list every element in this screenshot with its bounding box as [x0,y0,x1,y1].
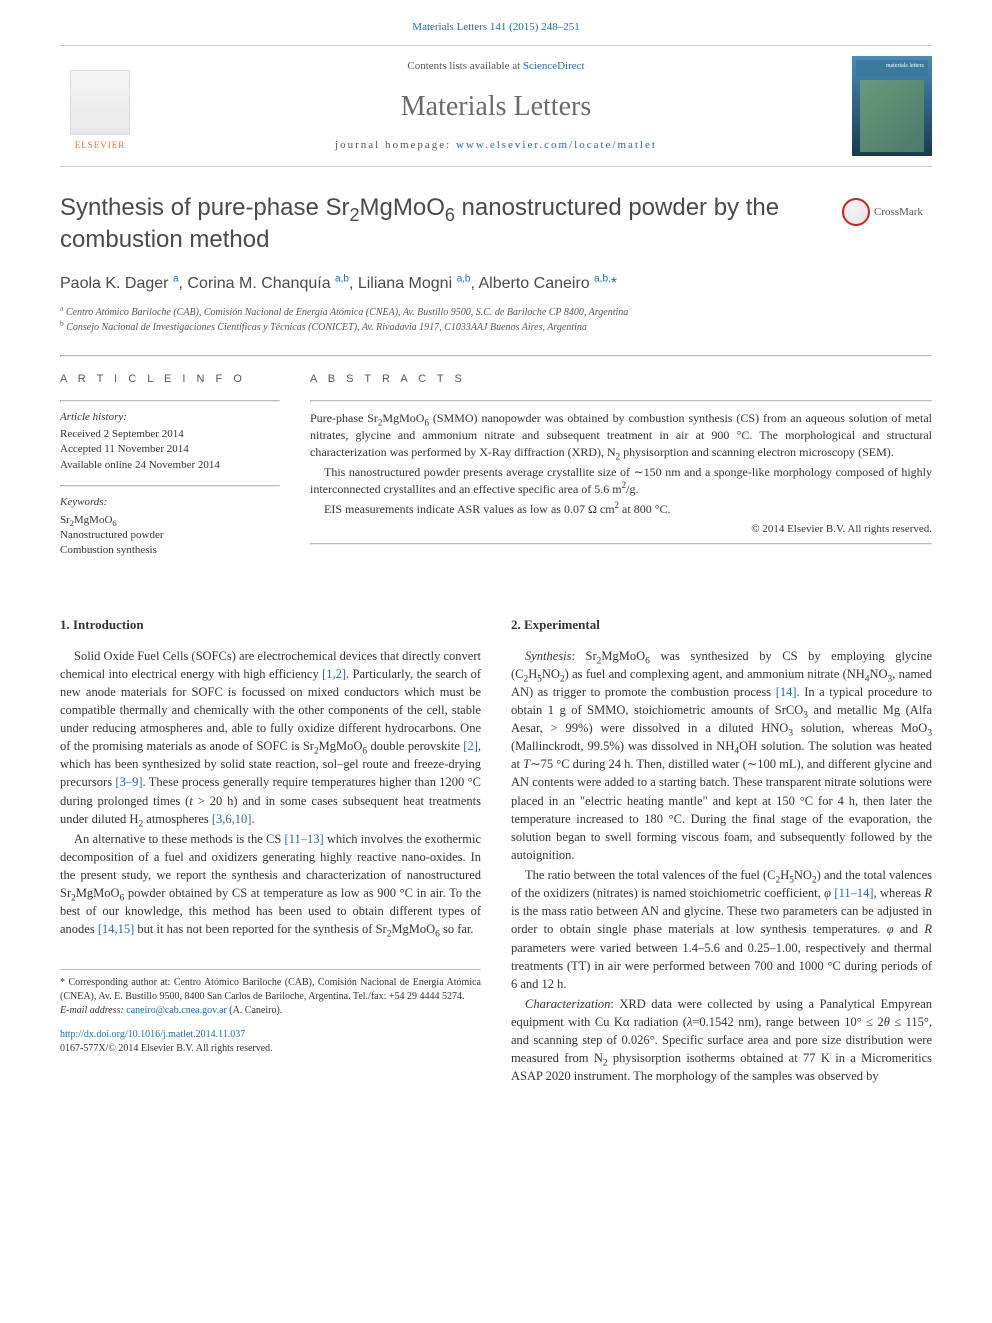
email-link[interactable]: caneiro@cab.cnea.gov.ar [126,1005,226,1016]
abstract-p3: EIS measurements indicate ASR values as … [310,501,932,518]
doi-link[interactable]: http://dx.doi.org/10.1016/j.matlet.2014.… [60,1029,245,1040]
doi-block: http://dx.doi.org/10.1016/j.matlet.2014.… [60,1028,481,1056]
abstract: A B S T R A C T S Pure-phase Sr2MgMoO6 (… [310,372,932,571]
footnotes: * Corresponding author at: Centro Atómic… [60,969,481,1018]
crossmark-label: CrossMark [874,205,923,220]
affiliations: a Centro Atómico Bariloche (CAB), Comisi… [60,305,932,335]
history-received: Received 2 September 2014 [60,427,280,442]
abstract-copyright: © 2014 Elsevier B.V. All rights reserved… [310,522,932,537]
title-row: Synthesis of pure-phase Sr2MgMoO6 nanost… [60,192,932,254]
info-abstract-row: A R T I C L E I N F O Article history: R… [60,357,932,586]
abstract-heading: A B S T R A C T S [310,372,932,387]
cover-image [860,80,925,152]
top-citation: Materials Letters 141 (2015) 248–251 [60,20,932,35]
header-center: Contents lists available at ScienceDirec… [140,59,852,153]
journal-cover-thumb[interactable]: materials letters [852,56,932,156]
keyword-1: Sr2MgMoO6 [60,513,280,528]
section-exp-head: 2. Experimental [511,616,932,635]
keyword-3: Combustion synthesis [60,543,280,558]
affiliation-a: a Centro Atómico Bariloche (CAB), Comisi… [60,305,932,320]
article-title: Synthesis of pure-phase Sr2MgMoO6 nanost… [60,192,842,254]
history-label: Article history: [60,410,280,425]
crossmark-badge[interactable]: CrossMark [842,192,932,232]
homepage-line: journal homepage: www.elsevier.com/locat… [140,138,852,153]
exp-p2: The ratio between the total valences of … [511,866,932,993]
homepage-prefix: journal homepage: [335,139,456,151]
contents-prefix: Contents lists available at [407,60,522,72]
article-info-heading: A R T I C L E I N F O [60,372,280,387]
email-label: E-mail address: [60,1005,126,1016]
body-columns: 1. Introduction Solid Oxide Fuel Cells (… [60,616,932,1088]
abstract-p2: This nanostructured powder presents aver… [310,464,932,499]
sciencedirect-link[interactable]: ScienceDirect [523,60,585,72]
journal-name: Materials Letters [140,87,852,126]
history-accepted: Accepted 11 November 2014 [60,442,280,457]
abstract-divider-bottom [310,543,932,545]
top-citation-link[interactable]: Materials Letters 141 (2015) 248–251 [412,21,579,33]
keyword-2: Nanostructured powder [60,528,280,543]
keywords-label: Keywords: [60,495,280,510]
abstract-divider [310,400,932,402]
corresponding-author: * Corresponding author at: Centro Atómic… [60,976,481,1004]
journal-header: ELSEVIER Contents lists available at Sci… [60,45,932,167]
elsevier-label: ELSEVIER [75,139,126,152]
exp-p3: Characterization: XRD data were collecte… [511,995,932,1086]
section-intro-head: 1. Introduction [60,616,481,635]
affiliation-b: b Consejo Nacional de Investigaciones Ci… [60,320,932,335]
email-suffix: (A. Caneiro). [227,1005,283,1016]
cover-top-label: materials letters [856,60,928,76]
abstract-body: Pure-phase Sr2MgMoO6 (SMMO) nanopowder w… [310,410,932,518]
article-info: A R T I C L E I N F O Article history: R… [60,372,280,571]
homepage-link[interactable]: www.elsevier.com/locate/matlet [456,139,657,151]
email-line: E-mail address: caneiro@cab.cnea.gov.ar … [60,1004,481,1018]
exp-p1: Synthesis: Sr2MgMoO6 was synthesized by … [511,647,932,865]
info-divider [60,400,280,402]
column-right: 2. Experimental Synthesis: Sr2MgMoO6 was… [511,616,932,1088]
crossmark-icon [842,198,870,226]
abstract-p1: Pure-phase Sr2MgMoO6 (SMMO) nanopowder w… [310,410,932,462]
history-online: Available online 24 November 2014 [60,458,280,473]
column-left: 1. Introduction Solid Oxide Fuel Cells (… [60,616,481,1088]
authors-line: Paola K. Dager a, Corina M. Chanquía a,b… [60,273,932,295]
elsevier-tree-icon [70,70,130,135]
info-divider-2 [60,485,280,487]
issn-line: 0167-577X/© 2014 Elsevier B.V. All right… [60,1042,481,1056]
contents-line: Contents lists available at ScienceDirec… [140,59,852,74]
intro-p2: An alternative to these methods is the C… [60,830,481,939]
elsevier-logo[interactable]: ELSEVIER [60,61,140,151]
intro-p1: Solid Oxide Fuel Cells (SOFCs) are elect… [60,647,481,828]
